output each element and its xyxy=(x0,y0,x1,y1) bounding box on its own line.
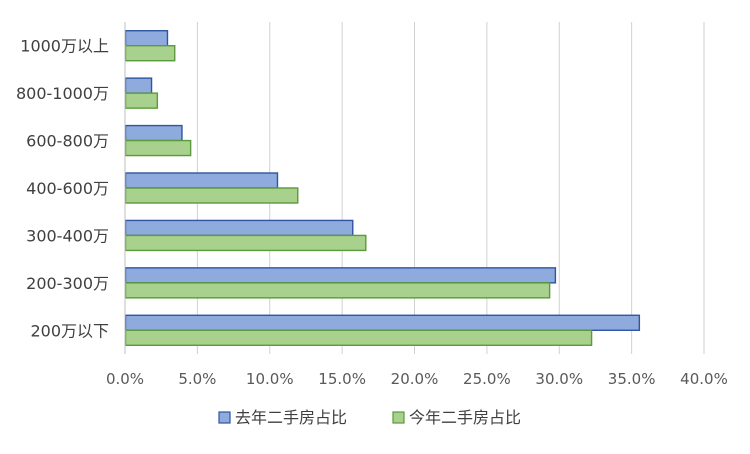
legend-swatch xyxy=(218,411,231,424)
x-tick-label: 10.0% xyxy=(246,370,294,388)
x-tick-label: 5.0% xyxy=(178,370,216,388)
x-tick-label: 35.0% xyxy=(608,370,656,388)
bar-this-year xyxy=(124,45,176,62)
x-tick-label: 25.0% xyxy=(463,370,511,388)
labels: 0.0% 5.0% 10.0% 15.0% 20.0% 25.0% 30.0% 35.0% 40… xyxy=(16,37,728,388)
x-tick-label: 0.0% xyxy=(106,370,144,388)
bar-this-year xyxy=(124,234,367,252)
x-tick-label: 40.0% xyxy=(680,370,728,388)
bar-last-year xyxy=(124,267,557,284)
bar-last-year xyxy=(124,219,354,237)
x-tick-label: 15.0% xyxy=(318,370,366,388)
legend: 去年二手房占比 今年二手房占比 xyxy=(218,408,521,427)
bar-this-year xyxy=(124,282,551,299)
bar-last-year xyxy=(124,77,153,94)
y-category-label: 600-800万 xyxy=(26,132,109,151)
bars xyxy=(124,30,641,346)
legend-swatch xyxy=(392,411,405,424)
y-category-label: 200万以下 xyxy=(30,321,109,340)
bar-last-year xyxy=(124,172,279,189)
legend-label: 今年二手房占比 xyxy=(409,408,521,427)
y-category-label: 400-600万 xyxy=(26,179,109,198)
y-category-label: 300-400万 xyxy=(26,226,109,245)
bar-this-year xyxy=(124,329,593,346)
y-category-label: 800-1000万 xyxy=(16,84,109,103)
x-tick-label: 30.0% xyxy=(535,370,583,388)
y-category-label: 1000万以上 xyxy=(20,37,109,56)
bar-last-year xyxy=(124,30,169,47)
x-tick-label: 20.0% xyxy=(391,370,439,388)
y-category-label: 200-300万 xyxy=(26,274,109,293)
bar-this-year xyxy=(124,187,299,204)
grid-lines xyxy=(196,22,705,354)
bar-this-year xyxy=(124,139,192,157)
bar-last-year xyxy=(124,124,183,142)
legend-label: 去年二手房占比 xyxy=(235,408,347,427)
bar-last-year xyxy=(124,314,641,331)
bar-this-year xyxy=(124,92,159,109)
